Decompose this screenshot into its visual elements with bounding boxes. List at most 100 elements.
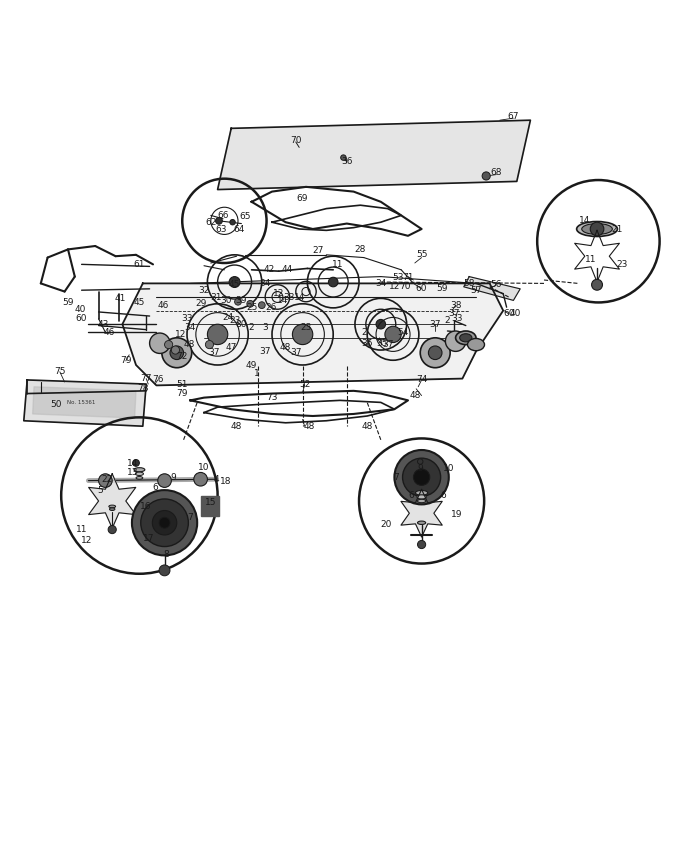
Text: 33: 33 (182, 314, 192, 323)
Circle shape (170, 346, 184, 359)
Circle shape (230, 219, 235, 225)
Circle shape (328, 277, 338, 287)
Text: 57: 57 (471, 286, 481, 294)
Text: 37: 37 (260, 347, 271, 356)
Text: 1: 1 (254, 369, 260, 378)
Text: 71: 71 (403, 274, 413, 282)
Text: 58: 58 (464, 279, 475, 288)
Ellipse shape (577, 222, 617, 236)
Text: 13: 13 (127, 468, 138, 477)
Circle shape (133, 460, 139, 466)
Ellipse shape (418, 500, 426, 502)
Text: 12: 12 (175, 330, 186, 339)
Circle shape (171, 346, 180, 354)
Text: 42: 42 (264, 265, 275, 275)
Text: 56: 56 (491, 281, 502, 289)
Text: 70: 70 (399, 282, 410, 291)
Text: 45: 45 (134, 298, 145, 307)
Text: 61: 61 (134, 260, 145, 268)
Text: 3: 3 (262, 323, 268, 332)
Text: 9: 9 (171, 473, 176, 481)
Text: 49: 49 (246, 360, 257, 370)
Circle shape (158, 474, 171, 488)
Text: 46: 46 (103, 328, 114, 337)
Text: 34: 34 (260, 279, 271, 288)
Text: 22: 22 (102, 475, 113, 484)
Circle shape (428, 346, 442, 359)
Text: 44: 44 (282, 265, 292, 275)
Text: 6: 6 (441, 491, 446, 500)
Ellipse shape (134, 468, 145, 472)
Text: 2: 2 (445, 316, 450, 326)
Text: 12: 12 (389, 282, 400, 291)
Text: 47: 47 (226, 344, 237, 352)
Ellipse shape (418, 521, 426, 525)
Text: 53: 53 (392, 274, 403, 282)
Circle shape (403, 458, 441, 496)
Text: 37: 37 (209, 348, 220, 358)
Polygon shape (33, 387, 136, 418)
Text: 78: 78 (137, 385, 148, 393)
Circle shape (413, 469, 430, 485)
Text: 45: 45 (229, 281, 240, 289)
Text: 75: 75 (54, 367, 65, 377)
Text: 10: 10 (199, 462, 209, 471)
Circle shape (159, 565, 170, 576)
Text: 15: 15 (205, 498, 216, 507)
Ellipse shape (417, 494, 426, 499)
Ellipse shape (467, 339, 484, 351)
Text: 62: 62 (205, 217, 216, 227)
Circle shape (385, 326, 401, 343)
Text: 18: 18 (220, 477, 231, 487)
Text: 33: 33 (452, 314, 462, 323)
Text: 14: 14 (277, 296, 288, 305)
Text: 52: 52 (299, 379, 310, 389)
Ellipse shape (460, 333, 472, 342)
Circle shape (235, 299, 241, 305)
Text: 74: 74 (416, 376, 427, 385)
Text: 12: 12 (273, 289, 284, 298)
Text: 79: 79 (177, 389, 188, 398)
Text: 40: 40 (510, 309, 521, 319)
Text: 11: 11 (76, 525, 87, 534)
Circle shape (418, 540, 426, 548)
Text: 6: 6 (152, 483, 158, 492)
Text: 80: 80 (236, 320, 247, 329)
Text: 37: 37 (449, 309, 460, 319)
Circle shape (592, 280, 602, 290)
Circle shape (150, 333, 170, 353)
Text: 77: 77 (141, 374, 152, 383)
Text: 60: 60 (503, 309, 514, 319)
Text: 68: 68 (491, 168, 502, 177)
Circle shape (292, 324, 313, 345)
Text: 31: 31 (211, 293, 222, 301)
Text: 67: 67 (508, 113, 519, 121)
Ellipse shape (109, 505, 116, 507)
Text: 28: 28 (355, 245, 366, 254)
Text: 40: 40 (75, 305, 86, 313)
Text: 6: 6 (409, 491, 414, 500)
Text: 14: 14 (127, 459, 138, 469)
Circle shape (229, 276, 240, 288)
Text: 48: 48 (184, 340, 194, 349)
Text: 54: 54 (397, 328, 408, 337)
Ellipse shape (456, 331, 476, 345)
Circle shape (99, 474, 112, 488)
Text: 59: 59 (63, 298, 73, 307)
Circle shape (216, 217, 222, 224)
Circle shape (205, 340, 214, 349)
Text: 23: 23 (301, 323, 311, 332)
Text: 39: 39 (236, 296, 247, 305)
Text: 26: 26 (265, 303, 276, 312)
Text: 76: 76 (152, 376, 163, 385)
Text: 8: 8 (164, 550, 169, 559)
Text: 43: 43 (98, 320, 109, 329)
Text: 27: 27 (313, 246, 324, 255)
Ellipse shape (582, 223, 612, 235)
Text: 36: 36 (341, 157, 352, 165)
Text: 29: 29 (195, 300, 206, 308)
Text: 64: 64 (234, 224, 245, 234)
Polygon shape (122, 283, 503, 385)
Text: 72: 72 (177, 352, 188, 361)
Text: 65: 65 (239, 212, 250, 221)
